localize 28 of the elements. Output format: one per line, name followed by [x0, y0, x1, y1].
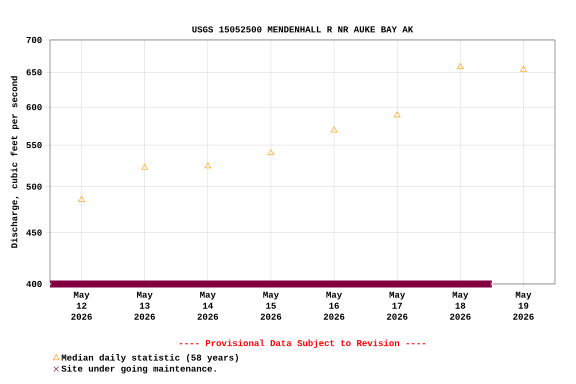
x-tick-label: May 14 2026: [198, 292, 218, 320]
y-tick-label: 550: [26, 142, 42, 148]
point: [456, 63, 464, 69]
y-tick-label: 700: [26, 36, 42, 44]
x-tick-label: May 13 2026: [134, 292, 155, 320]
y-tick-label: 400: [26, 280, 42, 288]
chart-title: USGS 15052500 MENDENHALL R NR AUKE BAY AK: [192, 26, 414, 32]
x-tick-label: May 17 2026: [386, 292, 408, 320]
point: [78, 196, 85, 202]
x-tick-label: May 19 2026: [513, 292, 534, 320]
y-tick-label: 500: [26, 184, 42, 190]
point: [141, 164, 148, 170]
point: [268, 149, 274, 156]
x-tick-label: May 15 2026: [260, 292, 282, 320]
legend-label: Median daily statistic (58 years): [62, 354, 238, 362]
y-tick-label: 600: [26, 104, 42, 110]
y-tick-label: 450: [26, 230, 42, 236]
point: [520, 66, 527, 72]
y-axis-title: Discharge, cubic feet per second: [10, 76, 20, 248]
y-tick-label: 650: [26, 69, 42, 76]
legend-label: Site under going maintenance.: [61, 365, 216, 374]
text: ---- Provisional Data Subject to Revision ----: [180, 340, 426, 348]
point: [204, 162, 212, 168]
x-tick-label: May 16 2026: [324, 292, 344, 320]
x-tick-label: May 18 2026: [450, 292, 471, 320]
point: [394, 111, 401, 118]
x-tick-label: May 12 2026: [71, 292, 92, 320]
point: [330, 126, 338, 132]
